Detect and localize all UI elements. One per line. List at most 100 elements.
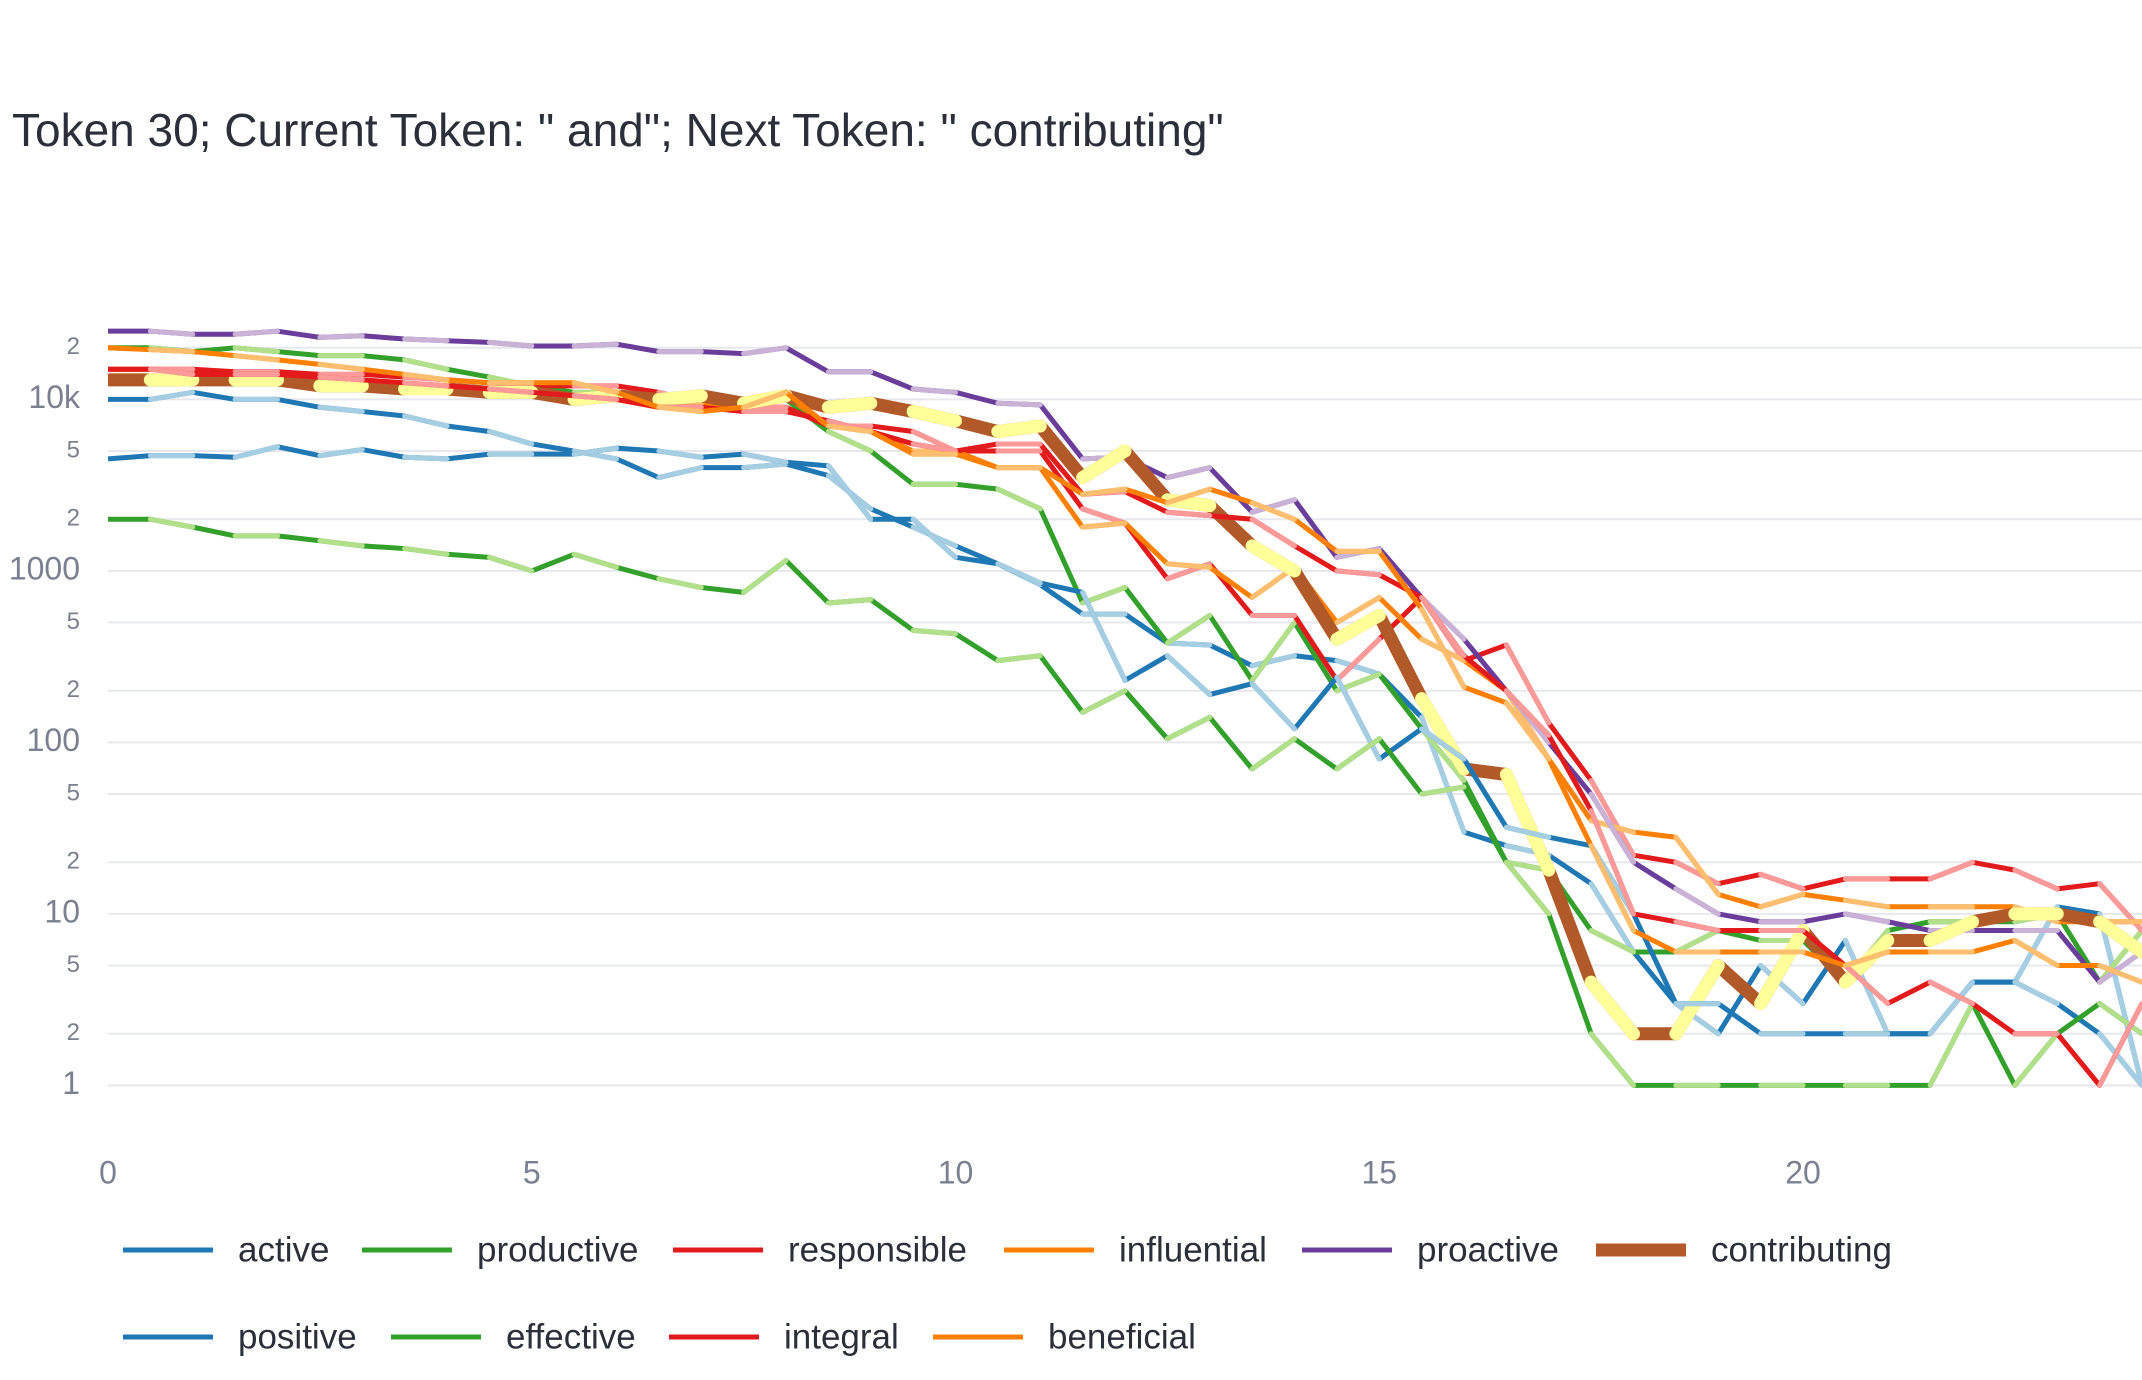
series-segment — [571, 380, 619, 395]
series-segment — [486, 554, 535, 574]
series-segment — [1588, 843, 1636, 934]
series-segment — [317, 447, 365, 459]
x-tick-label: 15 — [1361, 1154, 1397, 1190]
series-segment — [1584, 975, 1640, 1041]
series-segment — [1249, 681, 1297, 732]
series-segment — [1334, 636, 1382, 683]
series-segment — [1245, 539, 1301, 578]
series-segment — [2097, 1031, 2142, 1088]
series-segment — [1758, 891, 1806, 910]
series-segment — [1754, 924, 1810, 1011]
series-segment — [402, 454, 450, 462]
series-segment — [486, 339, 535, 349]
series-segment — [1588, 881, 1636, 955]
series-segment — [2097, 1001, 2142, 1088]
series-segment — [1249, 500, 1297, 522]
series-line — [108, 373, 2142, 1041]
y-tick-label: 1000 — [9, 550, 80, 586]
series-segment — [571, 551, 619, 570]
series-segment — [1669, 959, 1725, 1041]
series-segment — [995, 486, 1043, 512]
series-segment — [317, 538, 365, 549]
y-tick-label: 2 — [67, 505, 80, 532]
series-line — [107, 444, 2142, 1087]
legend: active productive responsible influential pr… — [123, 1230, 1892, 1356]
series-segment — [1080, 520, 1128, 530]
series-segment — [1080, 688, 1128, 715]
series-segment — [232, 328, 280, 337]
series-segment — [1673, 886, 1721, 917]
series-segment — [741, 345, 789, 357]
x-tick-label: 0 — [99, 1154, 117, 1190]
series-segment — [910, 627, 958, 637]
series-segment — [1080, 585, 1128, 606]
series-segment — [571, 341, 619, 349]
series-segment — [571, 445, 619, 457]
series-segment — [1334, 674, 1382, 762]
series-segment — [1419, 784, 1467, 797]
series-segment — [1249, 516, 1297, 549]
series-segment — [1164, 714, 1213, 742]
series-segment — [1503, 700, 1552, 762]
legend-label: integral — [784, 1317, 899, 1356]
series-segment — [147, 389, 196, 402]
grid — [108, 346, 2142, 1087]
y-tick-label: 5 — [67, 779, 80, 806]
series-segment — [1164, 640, 1213, 648]
series-segment — [652, 389, 708, 406]
series-segment — [147, 366, 196, 377]
series-segment — [486, 429, 535, 447]
series-segment — [232, 353, 280, 363]
y-tick-label: 5 — [67, 951, 80, 978]
series-segment — [571, 393, 619, 402]
series-segment — [402, 380, 450, 389]
legend-label: productive — [477, 1230, 638, 1269]
series-line — [108, 328, 2142, 985]
y-tick-label: 5 — [67, 436, 80, 463]
series-segment — [2012, 867, 2060, 892]
y-tick-label: 5 — [67, 608, 80, 635]
series-segment — [1164, 653, 1213, 698]
legend-label: proactive — [1417, 1230, 1559, 1269]
series-segment — [1927, 1001, 1975, 1088]
series-segment — [2097, 1001, 2142, 1037]
y-tick-label: 2 — [67, 333, 80, 360]
legend-label: effective — [506, 1317, 636, 1356]
series-segment — [1499, 767, 1556, 877]
series-segment — [1503, 859, 1552, 917]
series-segment — [147, 516, 196, 530]
series-segment — [2012, 979, 2060, 1007]
series-segment — [910, 386, 958, 395]
series-segment — [1758, 871, 1806, 892]
series-segment — [1673, 1001, 1721, 1037]
series-line — [108, 345, 2142, 985]
series-segment — [906, 405, 962, 428]
series-segment — [1842, 949, 1891, 969]
legend-label: contributing — [1711, 1230, 1892, 1269]
series-segment — [2012, 937, 2060, 969]
series-segment — [2097, 963, 2142, 985]
y-tick-label: 100 — [27, 722, 80, 758]
series-segment — [1076, 444, 1132, 485]
series-segment — [825, 463, 874, 522]
series-segment — [995, 400, 1043, 408]
series-segment — [1334, 568, 1382, 578]
series-segment — [1503, 688, 1552, 738]
series-segment — [2093, 915, 2142, 959]
series-segment — [1334, 658, 1382, 677]
series-segment — [1080, 589, 1128, 683]
series-segment — [1673, 919, 1721, 934]
legend-label: positive — [238, 1317, 357, 1356]
plot-lines — [107, 328, 2142, 1088]
series-segment — [317, 404, 365, 415]
series-segment — [821, 396, 878, 414]
series-segment — [1842, 963, 1891, 1007]
series-segment — [1842, 911, 1891, 925]
series-line — [107, 345, 2142, 985]
series-segment — [741, 558, 789, 595]
series-segment — [1419, 726, 1467, 783]
series-segment — [1588, 791, 1636, 865]
legend-label: responsible — [788, 1230, 967, 1269]
